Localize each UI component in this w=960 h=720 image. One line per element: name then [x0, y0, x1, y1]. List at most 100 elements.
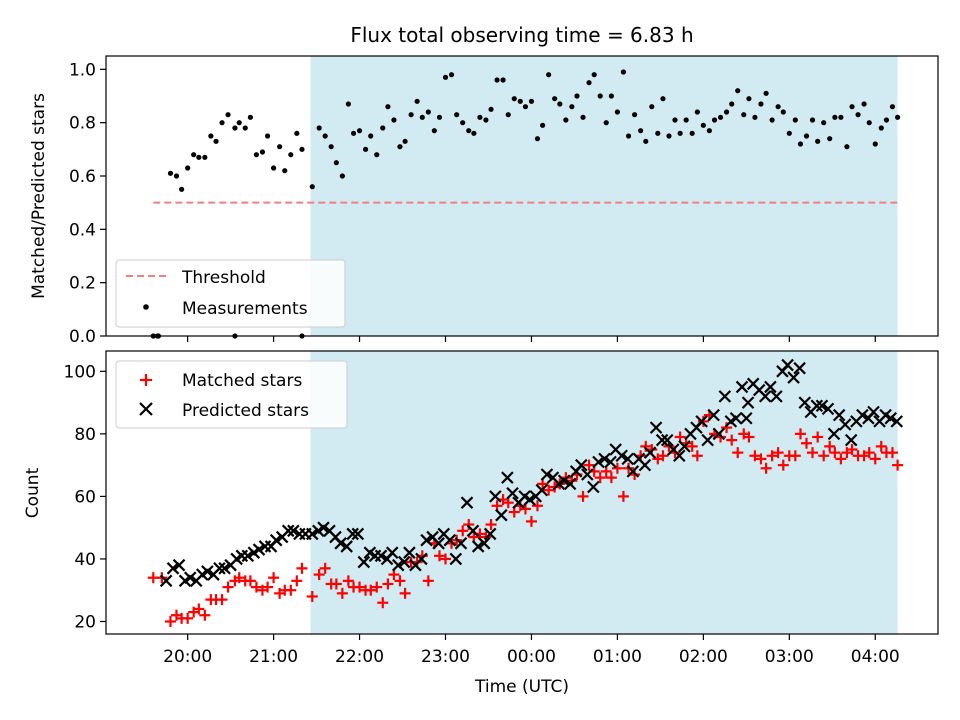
measurement-point — [483, 117, 489, 123]
top-shaded-region — [310, 56, 898, 336]
measurement-point — [350, 130, 357, 136]
predicted-star-point — [306, 527, 319, 541]
matched-star-point — [789, 450, 801, 462]
measurement-point — [288, 152, 294, 158]
predicted-star-point — [269, 533, 283, 547]
predicted-star-point — [798, 396, 812, 409]
predicted-star-point — [454, 537, 468, 550]
bottom-xtick-label: 01:00 — [593, 647, 642, 667]
matched-star-point — [330, 578, 342, 590]
measurement-point — [408, 112, 414, 118]
matched-star-point — [760, 462, 772, 474]
matched-star-point — [291, 575, 303, 587]
legend-measurements-label: Measurements — [182, 299, 308, 319]
measurement-point — [546, 72, 552, 78]
measurement-point — [729, 101, 735, 107]
measurement-point — [655, 130, 661, 136]
measurement-point — [540, 122, 546, 128]
matched-star-point — [829, 447, 841, 459]
matched-star-point — [296, 562, 308, 574]
bottom-xtick-label: 02:00 — [679, 647, 728, 667]
predicted-star-point — [241, 549, 255, 563]
predicted-star-point — [287, 524, 300, 538]
measurement-point — [282, 168, 288, 174]
measurement-point — [614, 109, 621, 115]
measurement-point — [328, 144, 334, 150]
measurement-point — [213, 138, 219, 144]
predicted-star-point — [477, 537, 491, 550]
measurement-point — [494, 77, 500, 83]
measurement-point — [792, 117, 798, 123]
measurement-point — [294, 130, 300, 136]
predicted-star-point — [844, 433, 858, 447]
measurement-point — [442, 74, 449, 80]
measurement-point — [517, 98, 523, 104]
predicted-star-point — [740, 411, 753, 425]
predicted-star-point — [415, 552, 428, 566]
predicted-star-point — [166, 562, 180, 575]
predicted-star-point — [471, 540, 485, 553]
measurement-point — [631, 112, 638, 118]
predicted-star-point — [615, 449, 628, 463]
measurement-point — [827, 136, 833, 142]
predicted-star-point — [183, 571, 197, 584]
matched-star-point — [835, 453, 847, 465]
matched-star-point — [611, 462, 623, 474]
predicted-star-point — [252, 543, 266, 556]
measurement-point — [339, 173, 345, 179]
measurement-point — [179, 186, 185, 192]
measurement-point — [889, 104, 896, 110]
matched-star-point — [863, 447, 875, 459]
measurement-point — [861, 101, 867, 107]
predicted-star-point — [557, 474, 571, 488]
matched-star-point — [422, 575, 434, 587]
measurement-point — [236, 120, 242, 126]
measurement-point — [173, 173, 180, 179]
measurement-point — [752, 114, 758, 120]
predicted-star-point — [523, 493, 537, 506]
matched-star-point — [766, 450, 778, 462]
matched-star-point — [721, 422, 733, 434]
measurement-point — [700, 122, 706, 128]
matched-star-point — [377, 597, 389, 609]
measurement-point — [643, 138, 649, 144]
matched-star-point — [846, 444, 858, 456]
matched-star-point — [457, 525, 469, 537]
measurement-point — [477, 114, 483, 120]
legend-threshold-label: Threshold — [181, 268, 266, 288]
bottom-xtick-label: 04:00 — [851, 647, 900, 667]
measurement-point — [769, 117, 775, 123]
measurement-point — [167, 170, 174, 176]
measurement-point — [832, 114, 838, 120]
top-ytick-label: 0.4 — [69, 220, 96, 240]
measurement-point — [225, 112, 231, 118]
predicted-star-point — [712, 427, 726, 441]
matched-star-point — [794, 428, 806, 440]
bottom-ylabel: Count — [23, 467, 43, 518]
predicted-star-point — [391, 558, 405, 572]
matched-star-point — [306, 590, 318, 602]
measurement-point — [333, 160, 339, 166]
matched-star-point — [749, 450, 761, 462]
matched-star-point — [869, 453, 881, 465]
measurement-point — [471, 130, 477, 136]
measurement-point — [723, 109, 730, 115]
predicted-star-point — [598, 452, 611, 466]
measurement-point — [488, 106, 494, 112]
predicted-star-point — [581, 468, 594, 481]
measurement-point — [208, 133, 214, 139]
measurement-point — [649, 104, 655, 110]
measurement-point — [591, 72, 597, 78]
legend-predicted-label: Predicted stars — [182, 401, 309, 421]
measurement-point — [603, 120, 609, 126]
measurement-point — [689, 130, 695, 136]
predicted-star-point — [443, 533, 457, 547]
measurement-point — [374, 152, 380, 158]
predicted-star-point — [810, 399, 824, 413]
measurement-point — [878, 125, 884, 131]
predicted-star-point — [483, 527, 497, 541]
predicted-star-point — [787, 371, 800, 384]
predicted-star-point — [638, 458, 652, 472]
matched-star-point — [193, 603, 205, 615]
top-ytick-label: 0.0 — [69, 327, 96, 347]
